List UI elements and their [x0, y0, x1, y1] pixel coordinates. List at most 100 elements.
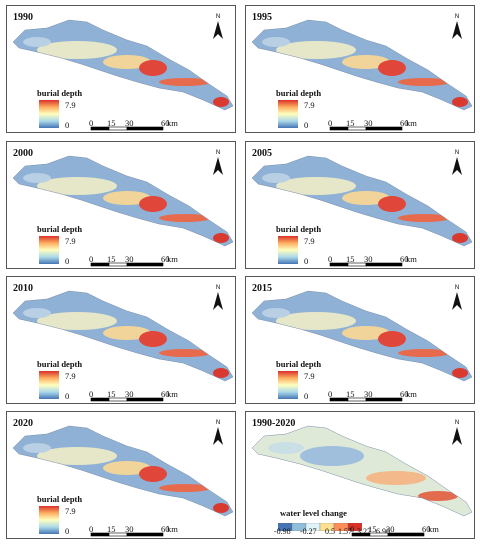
legend-max: 7.9: [304, 236, 315, 246]
scale-bar: 0 15 30 60 km: [89, 389, 191, 403]
north-arrow-shape: [213, 157, 223, 175]
study-area-outline: [12, 290, 234, 382]
scale-tick-label: 0: [89, 254, 94, 264]
change-legend-title: water level change: [280, 508, 347, 518]
scale-bar: 0 15 30 60 km: [328, 118, 430, 132]
north-arrow-icon: N: [211, 147, 225, 179]
change-legend-value: 1.57: [338, 527, 352, 536]
legend-min: 0: [304, 120, 309, 130]
study-area-outline: [12, 19, 234, 111]
legend: burial depth 7.9 0: [37, 88, 97, 130]
north-arrow-shape: [213, 427, 223, 445]
legend-max: 7.9: [304, 371, 315, 381]
legend: burial depth 7.9 0: [276, 88, 336, 130]
north-label: N: [216, 14, 220, 20]
scale-tick-label: 0: [89, 389, 94, 399]
scale-tick-label: 15: [346, 389, 355, 399]
legend-title: burial depth: [276, 359, 322, 369]
map-burial-depth-2020: [7, 412, 235, 538]
legend-max: 7.9: [65, 236, 76, 246]
scale-unit: km: [406, 389, 417, 399]
scale-tick-label: 15: [107, 524, 116, 534]
north-label: N: [216, 150, 220, 156]
study-area-outline: [251, 155, 473, 247]
scale-tick-label: 60: [161, 118, 170, 128]
scale-tick-label: 60: [161, 524, 170, 534]
color-ramp: [39, 371, 59, 399]
change-legend-value: -0.98: [274, 527, 291, 536]
scale-bar: 0 15 30 60 km: [89, 118, 191, 132]
legend-min: 0: [65, 391, 70, 401]
scale-bar: 0 15 30 60 km: [350, 524, 452, 538]
scale-bar: 0 15 30 60 km: [328, 389, 430, 403]
north-arrow-shape: [452, 292, 462, 310]
scale-segment: [126, 126, 164, 131]
color-ramp: [39, 236, 59, 264]
scale-bar: 0 15 30 60 km: [328, 254, 430, 268]
map-burial-depth-1990: [7, 6, 235, 132]
color-ramp: [39, 100, 59, 128]
scale-unit: km: [167, 389, 178, 399]
scale-segment: [365, 126, 403, 131]
scale-segment: [126, 262, 164, 267]
scale-unit: km: [406, 254, 417, 264]
north-arrow-icon: N: [450, 282, 464, 314]
map-panel-2005: 2005 N burial depth 7.9 0 0 15 30 60 km: [245, 141, 475, 269]
north-label: N: [455, 285, 459, 291]
scale-bar: 0 15 30 60 km: [89, 254, 191, 268]
panel-title: 2015: [252, 283, 272, 294]
panel-title: 2005: [252, 148, 272, 159]
scale-tick-label: 15: [107, 254, 116, 264]
legend: burial depth 7.9 0: [276, 359, 336, 401]
scale-unit: km: [167, 524, 178, 534]
legend-title: burial depth: [37, 494, 83, 504]
map-burial-depth-2015: [246, 277, 474, 403]
scale-segment: [387, 532, 425, 537]
map-panel-2015: 2015 N burial depth 7.9 0 0 15 30 60 km: [245, 276, 475, 404]
map-panel-2000: 2000 N burial depth 7.9 0 0 15 30 60 km: [6, 141, 236, 269]
panel-title: 2000: [13, 148, 33, 159]
map-burial-depth-1995: [246, 6, 474, 132]
study-area-outline: [251, 425, 473, 517]
legend: burial depth 7.9 0: [37, 224, 97, 266]
north-arrow-icon: N: [211, 417, 225, 449]
study-area-outline: [12, 425, 234, 517]
scale-tick-label: 15: [107, 389, 116, 399]
scale-tick-label: 0: [89, 118, 94, 128]
scale-tick-label: 30: [364, 389, 373, 399]
panel-title: 1990: [13, 12, 33, 23]
color-ramp: [39, 506, 59, 534]
north-arrow-shape: [213, 292, 223, 310]
legend-max: 7.9: [65, 371, 76, 381]
legend-min: 0: [65, 120, 70, 130]
panel-title: 2010: [13, 283, 33, 294]
change-legend-value: 0.5: [325, 527, 335, 536]
change-legend-labels: -0.98 -0.27 0.5 1.57 3.27 6.96: [274, 527, 390, 537]
scale-unit: km: [428, 524, 439, 534]
scale-tick-label: 60: [422, 524, 431, 534]
scale-tick-label: 60: [400, 389, 409, 399]
study-area-outline: [251, 290, 473, 382]
north-label: N: [216, 420, 220, 426]
legend-min: 0: [65, 256, 70, 266]
map-burial-depth-2010: [7, 277, 235, 403]
legend-title: burial depth: [37, 224, 83, 234]
scale-segment: [365, 262, 403, 267]
legend-min: 0: [65, 526, 70, 536]
scale-unit: km: [167, 118, 178, 128]
map-panel-2010: 2010 N burial depth 7.9 0 0 15 30 60 km: [6, 276, 236, 404]
map-burial-depth-2000: [7, 142, 235, 268]
map-panel-2020: 2020 N burial depth 7.9 0 0 15 30 60 km: [6, 411, 236, 539]
map-water-level-change: [246, 412, 474, 538]
north-arrow-shape: [213, 21, 223, 39]
scale-tick-label: 30: [364, 254, 373, 264]
scale-segment: [365, 397, 403, 402]
north-arrow-icon: N: [211, 11, 225, 43]
legend: burial depth 7.9 0: [276, 224, 336, 266]
legend-title: burial depth: [276, 88, 322, 98]
legend: burial depth 7.9 0: [37, 494, 97, 536]
map-panel-1990: 1990 N burial depth 7.9 0 0 15 30 60 km: [6, 5, 236, 133]
scale-tick-label: 15: [346, 118, 355, 128]
change-legend-value: -0.27: [300, 527, 317, 536]
north-arrow-shape: [452, 427, 462, 445]
